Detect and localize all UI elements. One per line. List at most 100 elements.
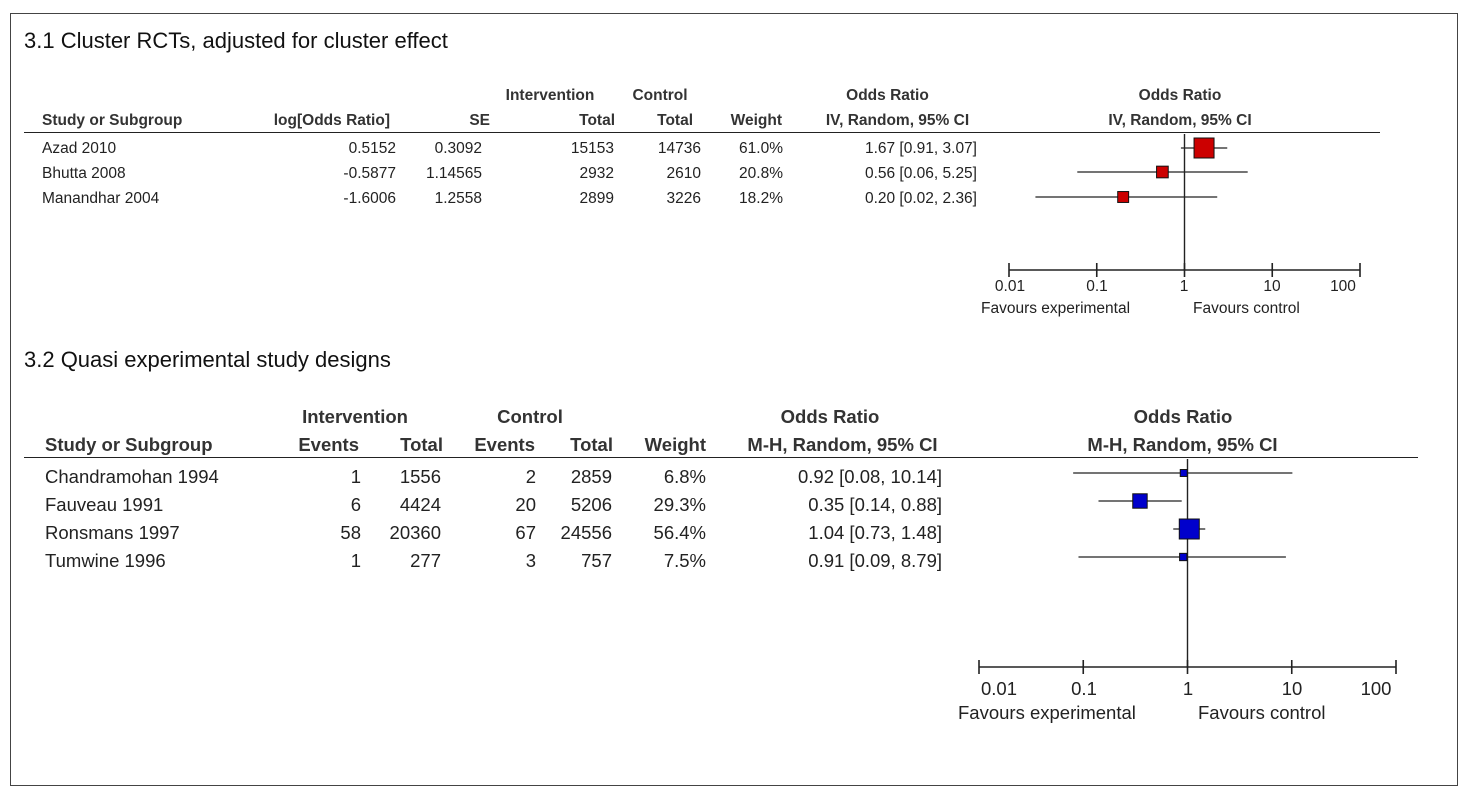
- table-cell-ctrl-events: 3: [525, 550, 536, 571]
- panel2-group-or-plot: Odds Ratio: [1133, 406, 1233, 427]
- table-cell-ctrl-total: 5206: [570, 494, 612, 515]
- panel2-col-weight: Weight: [644, 434, 706, 455]
- panel2-col-int-total: Total: [400, 434, 443, 455]
- table-cell-ctrl-total: 3226: [666, 190, 701, 207]
- table-cell-ci: 0.35 [0.14, 0.88]: [808, 494, 942, 515]
- table-cell-se: 1.2558: [434, 190, 482, 207]
- panel2-tick-label: 10: [1281, 678, 1303, 699]
- table-cell-ctrl-total: 757: [581, 550, 612, 571]
- table-cell-int-total: 1556: [399, 466, 441, 487]
- panel2-col-ctrl-total: Total: [570, 434, 613, 455]
- panel2-favours-experimental: Favours experimental: [958, 702, 1136, 723]
- table-cell-weight: 7.5%: [663, 550, 706, 571]
- panel2-tick-label: 100: [1360, 678, 1392, 699]
- table-cell-int-total: 2899: [579, 190, 614, 207]
- panel2-tick-label: 0.01: [980, 678, 1017, 699]
- point-estimate-box: [1156, 165, 1169, 179]
- panel1-col-ctrl-total: Total: [657, 112, 693, 129]
- panel1-group-intervention: Intervention: [505, 87, 595, 104]
- point-estimate-box: [1132, 493, 1148, 509]
- point-estimate-box: [1117, 191, 1130, 203]
- table-row-study: Tumwine 1996: [45, 550, 166, 571]
- table-cell-ci: 0.20 [0.02, 2.36]: [864, 190, 977, 207]
- panel2-tick-label: 0.1: [1071, 678, 1097, 699]
- panel2-favours-control: Favours control: [1198, 702, 1326, 723]
- table-cell-se: 0.3092: [434, 140, 482, 157]
- panel1-col-logor: log[Odds Ratio]: [273, 112, 390, 129]
- table-cell-ci: 1.67 [0.91, 3.07]: [864, 140, 977, 157]
- panel1-tick-label: 0.01: [994, 278, 1026, 295]
- table-cell-weight: 18.2%: [739, 190, 783, 207]
- panel1-header-rule: [24, 132, 1380, 133]
- point-estimate-box: [1179, 469, 1188, 477]
- table-cell-weight: 56.4%: [653, 522, 706, 543]
- table-cell-int-total: 2932: [579, 165, 614, 182]
- table-cell-int-total: 20360: [389, 522, 441, 543]
- table-cell-ctrl-total: 2859: [570, 466, 612, 487]
- panel1-col-ci: IV, Random, 95% CI: [825, 112, 970, 129]
- panel2-title: 3.2 Quasi experimental study designs: [24, 347, 391, 372]
- table-cell-int-events: 6: [350, 494, 361, 515]
- panel2-tick-label: 1: [1182, 678, 1194, 699]
- table-row-study: Bhutta 2008: [42, 165, 126, 182]
- panel2-col-ci: M-H, Random, 95% CI: [747, 434, 938, 455]
- panel1-favours-control: Favours control: [1193, 300, 1300, 317]
- table-row-study: Fauveau 1991: [45, 494, 164, 515]
- table-row-study: Ronsmans 1997: [45, 522, 180, 543]
- table-cell-weight: 6.8%: [663, 466, 706, 487]
- panel2-group-intervention: Intervention: [302, 406, 408, 427]
- panel1-tick-label: 10: [1263, 278, 1281, 295]
- point-estimate-box: [1178, 518, 1200, 540]
- panel2-col-int-events: Events: [298, 434, 359, 455]
- panel1-tick-label: 0.1: [1086, 278, 1108, 295]
- panel1-col-se: SE: [469, 112, 490, 129]
- panel2-col-ci-plot: M-H, Random, 95% CI: [1087, 434, 1278, 455]
- table-cell-ci: 0.92 [0.08, 10.14]: [797, 466, 942, 487]
- table-cell-int-total: 15153: [570, 140, 614, 157]
- panel2-header-rule: [24, 457, 1418, 458]
- panel1-col-weight: Weight: [730, 112, 782, 129]
- table-cell-int-events: 58: [340, 522, 361, 543]
- panel1-tick-label: 100: [1330, 278, 1356, 295]
- panel1-favours-experimental: Favours experimental: [981, 300, 1131, 317]
- table-cell-ci: 0.56 [0.06, 5.25]: [864, 165, 977, 182]
- table-cell-ci: 0.91 [0.09, 8.79]: [808, 550, 942, 571]
- table-row-study: Azad 2010: [42, 140, 117, 157]
- table-row-study: Chandramohan 1994: [45, 466, 219, 487]
- panel1-col-int-total: Total: [579, 112, 615, 129]
- table-cell-int-total: 4424: [399, 494, 441, 515]
- panel1-title: 3.1 Cluster RCTs, adjusted for cluster e…: [24, 28, 448, 53]
- point-estimate-box: [1179, 552, 1188, 562]
- table-cell-int-events: 1: [350, 466, 361, 487]
- table-row-study: Manandhar 2004: [42, 190, 160, 207]
- table-cell-ctrl-total: 24556: [560, 522, 612, 543]
- table-cell-weight: 20.8%: [739, 165, 783, 182]
- table-cell-logor: 0.5152: [348, 140, 396, 157]
- table-cell-ctrl-events: 67: [515, 522, 536, 543]
- table-cell-ctrl-total: 14736: [657, 140, 701, 157]
- table-cell-int-events: 1: [350, 550, 361, 571]
- table-cell-weight: 29.3%: [653, 494, 706, 515]
- table-cell-ci: 1.04 [0.73, 1.48]: [808, 522, 942, 543]
- panel2-col-study: Study or Subgroup: [45, 434, 213, 455]
- table-cell-weight: 61.0%: [739, 140, 783, 157]
- panel2-group-control: Control: [497, 406, 563, 427]
- panel2-group-or: Odds Ratio: [780, 406, 880, 427]
- panel1-group-or-plot: Odds Ratio: [1138, 87, 1222, 104]
- point-estimate-box: [1193, 137, 1215, 159]
- panel1-col-study: Study or Subgroup: [42, 112, 183, 129]
- table-cell-se: 1.14565: [425, 165, 482, 182]
- table-cell-ctrl-events: 20: [515, 494, 536, 515]
- table-cell-ctrl-total: 2610: [666, 165, 701, 182]
- figure-frame: [10, 13, 1458, 786]
- table-cell-logor: -1.6006: [343, 190, 396, 207]
- panel1-col-ci-plot: IV, Random, 95% CI: [1108, 112, 1252, 129]
- table-cell-ctrl-events: 2: [525, 466, 536, 487]
- panel1-group-control: Control: [632, 87, 688, 104]
- panel2-col-ctrl-events: Events: [474, 434, 535, 455]
- panel1-group-or: Odds Ratio: [846, 87, 929, 104]
- table-cell-int-total: 277: [410, 550, 441, 571]
- table-cell-logor: -0.5877: [343, 165, 396, 182]
- panel1-tick-label: 1: [1179, 278, 1189, 295]
